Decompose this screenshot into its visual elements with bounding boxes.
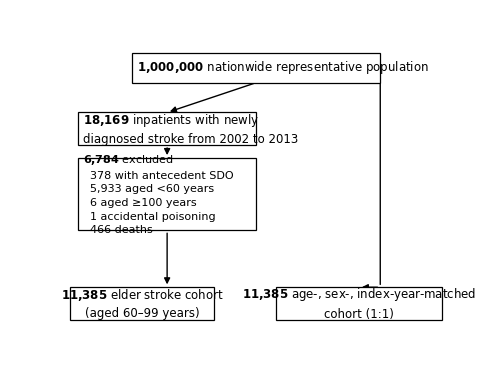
FancyBboxPatch shape bbox=[132, 53, 380, 83]
Text: $\bf{6{,}784}$ excluded
  378 with antecedent SDO
  5,933 aged <60 years
  6 age: $\bf{6{,}784}$ excluded 378 with anteced… bbox=[82, 153, 234, 235]
Text: $\bf{18{,}169}$ inpatients with newly
diagnosed stroke from 2002 to 2013: $\bf{18{,}169}$ inpatients with newly di… bbox=[82, 111, 298, 146]
Text: $\bf{11{,}385}$ age-, sex-, index-year-matched
cohort (1:1): $\bf{11{,}385}$ age-, sex-, index-year-m… bbox=[242, 286, 476, 321]
Text: $\bf{1{,}000{,}000}$ nationwide representative population: $\bf{1{,}000{,}000}$ nationwide represen… bbox=[137, 59, 429, 76]
FancyBboxPatch shape bbox=[78, 113, 256, 145]
Text: $\bf{11{,}385}$ elder stroke cohort
(aged 60–99 years): $\bf{11{,}385}$ elder stroke cohort (age… bbox=[60, 287, 224, 320]
FancyBboxPatch shape bbox=[70, 287, 214, 320]
FancyBboxPatch shape bbox=[276, 287, 442, 320]
FancyBboxPatch shape bbox=[78, 158, 256, 230]
